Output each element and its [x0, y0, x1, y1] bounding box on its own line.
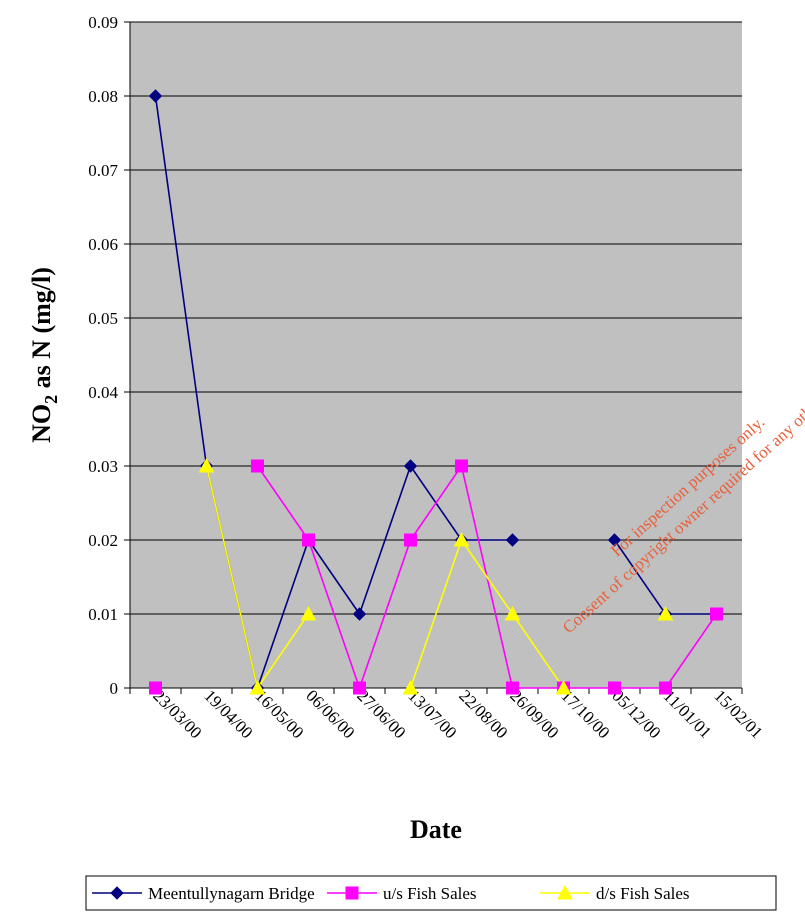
series-line-segment [256, 613, 310, 689]
data-point [249, 679, 266, 695]
x-tick-label: 15/02/01 [710, 686, 766, 742]
y-tick-labels: 0 0.01 0.02 0.03 0.04 0.05 0.06 0.07 0.08 0.09 [88, 13, 118, 698]
legend-item: d/s Fish Sales [540, 884, 690, 903]
data-point [657, 605, 674, 621]
x-tick-label: 19/04/00 [200, 686, 256, 742]
y-tick-label: 0.03 [88, 457, 118, 476]
x-axis-title: Date [410, 815, 462, 844]
series-line-segment [256, 539, 310, 689]
data-point [557, 884, 573, 900]
y-tick-label: 0.08 [88, 87, 118, 106]
series-group [148, 89, 724, 695]
y-tick-label: 0.06 [88, 235, 118, 254]
series-square [256, 465, 718, 689]
data-point [149, 681, 162, 695]
data-point [555, 679, 572, 695]
x-tick-label: 06/06/00 [302, 686, 358, 742]
y-tick-label: 0.02 [88, 531, 118, 550]
data-point [404, 533, 417, 547]
series-triangle [205, 465, 565, 689]
y-axis-title: NO2 as N (mg/l) [27, 267, 61, 443]
data-point [608, 681, 621, 695]
data-point [148, 89, 163, 103]
series-line-segment [307, 539, 361, 689]
data-point [353, 681, 366, 695]
y-tick-label: 0.09 [88, 13, 118, 32]
data-point [300, 605, 317, 621]
series-line-segment [307, 539, 361, 615]
y-tick-label: 0.01 [88, 605, 118, 624]
data-point [403, 459, 418, 473]
x-tick-label: 11/01/01 [660, 686, 716, 742]
series-line-segment [664, 613, 718, 689]
legend-item: Meentullynagarn Bridge [92, 884, 315, 903]
series-line-segment [256, 465, 310, 541]
data-point [455, 459, 468, 473]
series-line-segment [613, 539, 667, 615]
data-point [402, 679, 419, 695]
data-point [607, 533, 622, 547]
legend-label: u/s Fish Sales [383, 884, 477, 903]
gridlines [130, 21, 742, 615]
y-tick-label: 0.05 [88, 309, 118, 328]
y-tick-label: 0.07 [88, 161, 118, 180]
data-point [110, 886, 124, 900]
markers-triangle [198, 457, 674, 695]
data-point [504, 605, 521, 621]
data-point [505, 533, 520, 547]
legend-item: u/s Fish Sales [327, 884, 477, 903]
series-line-segment [460, 539, 514, 615]
series-line-segment [358, 539, 412, 689]
legend: Meentullynagarn Bridge u/s Fish Sales d/s … [85, 875, 777, 911]
series-line-segment [358, 465, 412, 615]
data-point [710, 607, 723, 621]
x-tick-label: 22/08/00 [455, 686, 511, 742]
data-point [198, 457, 215, 473]
data-point [453, 531, 470, 547]
data-point [352, 607, 367, 621]
series-line-segment [409, 465, 463, 541]
x-tick-labels: 23/03/0019/04/0016/05/0006/06/0027/06/00… [149, 686, 766, 742]
data-point [659, 681, 672, 695]
markers-square [149, 459, 723, 695]
data-point [302, 533, 315, 547]
series-line-segment [154, 95, 208, 467]
data-point [251, 459, 264, 473]
series-line-segment [205, 465, 259, 689]
y-tick-label: 0 [110, 679, 119, 698]
data-point [345, 886, 359, 900]
legend-box [85, 875, 777, 911]
series-line-segment [409, 539, 463, 689]
legend-label: d/s Fish Sales [596, 884, 690, 903]
plot-area [130, 22, 742, 688]
legend-label: Meentullynagarn Bridge [148, 884, 315, 903]
data-point [506, 681, 519, 695]
y-tick-label: 0.04 [88, 383, 118, 402]
series-line-segment [511, 613, 565, 689]
